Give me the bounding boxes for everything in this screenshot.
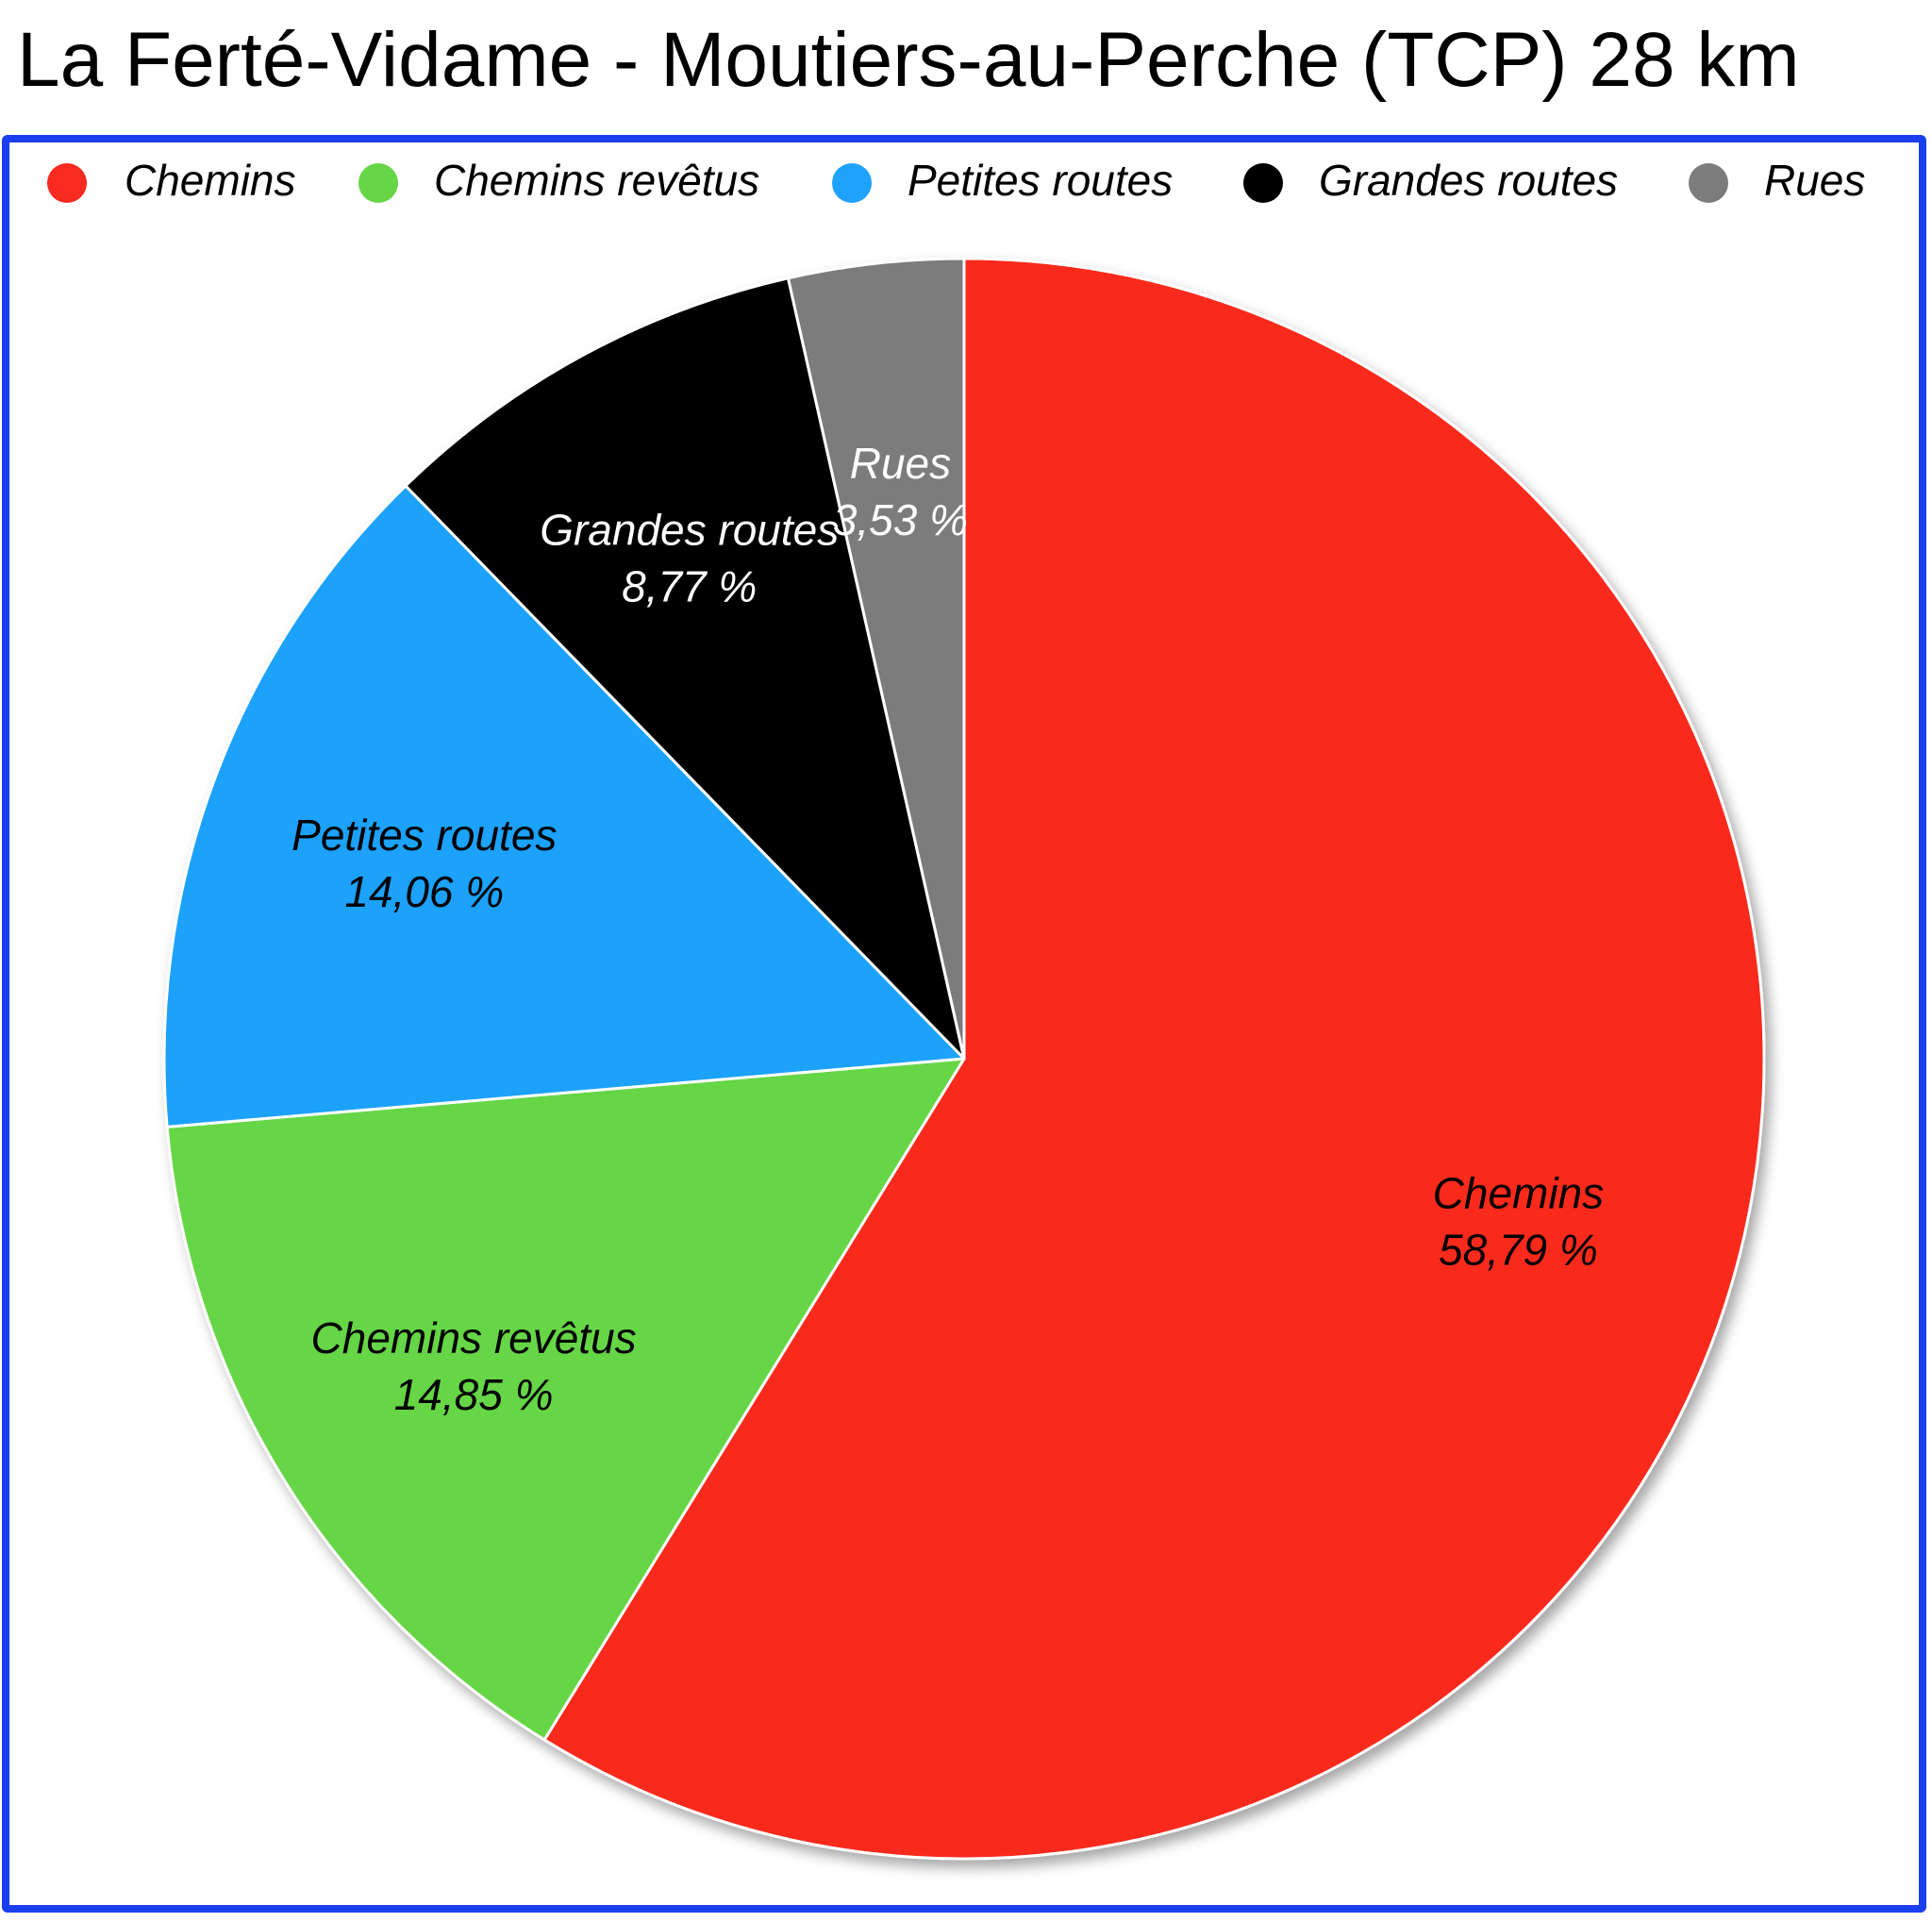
legend: Chemins Chemins revêtus Petites routes G… [0,0,1932,205]
slice-label-value: 14,06 % [344,867,504,916]
slice-label-name: Rues [850,439,951,488]
pie-slice-chemins-rev-tus [165,1057,966,1742]
pie-slice-grandes-routes [404,276,966,1061]
legend-label: Chemins revêtus [434,156,760,205]
legend-dot-petites-routes [832,163,872,203]
slice-label-value: 3,53 % [833,495,968,544]
slice-label-name: Grandes routes [540,505,839,554]
slice-label-value: 14,85 % [394,1370,554,1419]
legend-dot-grandes-routes [1243,163,1283,203]
slice-labels: Chemins 58,79 % Chemins revêtus 14,85 % Peti… [291,439,1604,1419]
pie-slices [162,257,1766,1861]
legend-label: Petites routes [908,156,1174,205]
slice-label-name: Petites routes [291,811,557,860]
legend-label: Chemins [125,156,296,205]
slice-label-value: 58,79 % [1439,1225,1598,1274]
legend-label: Grandes routes [1319,156,1619,205]
pie-slice-chemins [542,257,1766,1861]
slice-label-value: 8,77 % [622,561,757,610]
slice-label-name: Chemins [1433,1168,1605,1217]
pie-slice-rues [786,257,966,1061]
chart-title: La Ferté-Vidame - Moutiers-au-Perche (TC… [17,17,1800,103]
slice-label-name: Chemins revêtus [311,1313,637,1362]
legend-dot-chemins-revetus [358,163,398,203]
pie-slice-petites-routes [162,484,966,1128]
legend-dot-chemins [47,163,87,203]
legend-dot-rues [1689,163,1728,203]
legend-label: Rues [1764,156,1866,205]
